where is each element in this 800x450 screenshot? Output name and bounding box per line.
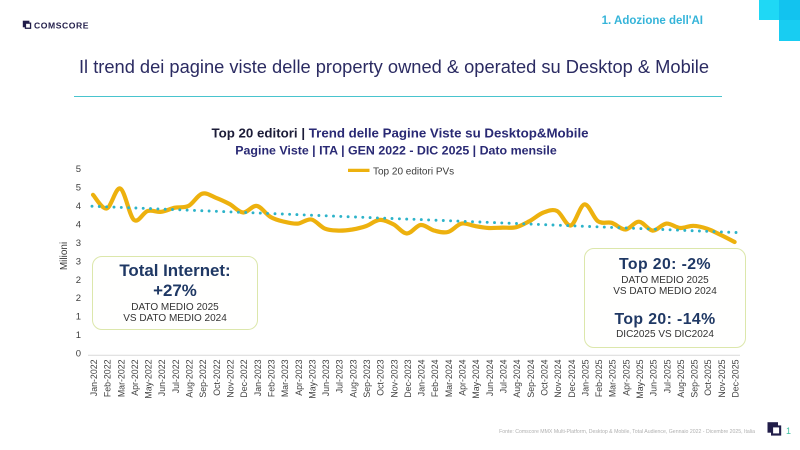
svg-text:Sep-2024: Sep-2024	[526, 359, 536, 397]
svg-text:Jun-2024: Jun-2024	[485, 359, 495, 396]
svg-text:Sep-2022: Sep-2022	[198, 359, 208, 397]
svg-text:Aug-2025: Aug-2025	[676, 359, 686, 397]
svg-text:COMSCORE: COMSCORE	[34, 20, 89, 30]
svg-text:May-2025: May-2025	[635, 359, 645, 398]
svg-text:5: 5	[76, 164, 81, 175]
svg-text:Jun-2023: Jun-2023	[321, 359, 331, 396]
svg-text:Apr-2022: Apr-2022	[130, 359, 140, 395]
svg-text:Dec-2023: Dec-2023	[403, 359, 413, 397]
svg-text:Apr-2024: Apr-2024	[458, 359, 468, 395]
svg-text:Oct-2022: Oct-2022	[212, 359, 222, 395]
svg-text:Feb-2022: Feb-2022	[103, 359, 113, 397]
svg-text:Aug-2023: Aug-2023	[348, 359, 358, 397]
svg-text:Oct-2025: Oct-2025	[703, 359, 713, 395]
svg-text:Mar-2022: Mar-2022	[116, 359, 126, 397]
svg-text:2: 2	[76, 293, 81, 304]
svg-text:Jul-2025: Jul-2025	[662, 359, 672, 393]
svg-text:Dec-2024: Dec-2024	[567, 359, 577, 397]
svg-text:Jul-2024: Jul-2024	[499, 359, 509, 393]
svg-text:Oct-2024: Oct-2024	[540, 359, 550, 395]
svg-text:4: 4	[76, 201, 81, 212]
svg-text:1: 1	[76, 312, 81, 323]
svg-text:Jun-2022: Jun-2022	[157, 359, 167, 396]
svg-text:Jul-2022: Jul-2022	[171, 359, 181, 393]
svg-text:Sep-2023: Sep-2023	[362, 359, 372, 397]
svg-text:Top 20 editori | Trend delle P: Top 20 editori | Trend delle Pagine Vist…	[211, 125, 588, 140]
svg-text:Feb-2024: Feb-2024	[430, 359, 440, 397]
svg-text:Aug-2022: Aug-2022	[185, 359, 195, 397]
svg-text:Jan-2022: Jan-2022	[89, 359, 99, 396]
svg-text:0: 0	[76, 349, 81, 360]
svg-text:Apr-2025: Apr-2025	[621, 359, 631, 395]
svg-text:May-2022: May-2022	[144, 359, 154, 398]
svg-text:Jul-2023: Jul-2023	[335, 359, 345, 393]
svg-text:Jun-2025: Jun-2025	[649, 359, 659, 396]
svg-text:Oct-2023: Oct-2023	[376, 359, 386, 395]
svg-text:5: 5	[76, 183, 81, 194]
svg-text:Feb-2023: Feb-2023	[267, 359, 277, 397]
svg-text:Aug-2024: Aug-2024	[512, 359, 522, 397]
svg-text:Mar-2023: Mar-2023	[280, 359, 290, 397]
svg-text:Feb-2025: Feb-2025	[594, 359, 604, 397]
svg-text:Top 20 editori PVs: Top 20 editori PVs	[373, 166, 454, 177]
svg-text:2: 2	[76, 275, 81, 286]
svg-text:Jan-2024: Jan-2024	[417, 359, 427, 396]
svg-text:Apr-2023: Apr-2023	[294, 359, 304, 395]
svg-text:3: 3	[76, 256, 81, 267]
svg-text:May-2024: May-2024	[471, 359, 481, 398]
svg-text:Sep-2025: Sep-2025	[690, 359, 700, 397]
svg-text:Mar-2024: Mar-2024	[444, 359, 454, 397]
svg-text:Nov-2023: Nov-2023	[389, 359, 399, 397]
svg-text:Nov-2024: Nov-2024	[553, 359, 563, 397]
svg-text:May-2023: May-2023	[307, 359, 317, 398]
svg-text:Nov-2022: Nov-2022	[226, 359, 236, 397]
svg-text:Milioni: Milioni	[59, 242, 70, 270]
svg-text:Mar-2025: Mar-2025	[608, 359, 618, 397]
svg-text:3: 3	[76, 238, 81, 249]
svg-text:Jan-2025: Jan-2025	[580, 359, 590, 396]
svg-text:1: 1	[76, 330, 81, 341]
svg-text:Jan-2023: Jan-2023	[253, 359, 263, 396]
svg-text:4: 4	[76, 220, 81, 231]
svg-text:Pagine Viste | ITA | GEN 2022: Pagine Viste | ITA | GEN 2022 - DIC 2025…	[235, 143, 557, 157]
svg-text:Nov-2025: Nov-2025	[717, 359, 727, 397]
svg-text:Dec-2025: Dec-2025	[731, 359, 741, 397]
svg-text:Dec-2022: Dec-2022	[239, 359, 249, 397]
